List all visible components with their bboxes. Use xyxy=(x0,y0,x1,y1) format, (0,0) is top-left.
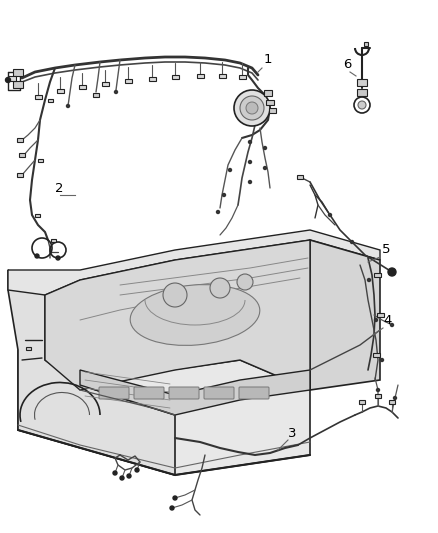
Bar xyxy=(172,75,179,79)
Text: 4: 4 xyxy=(383,314,392,327)
Bar xyxy=(35,95,42,99)
Polygon shape xyxy=(18,350,310,475)
Polygon shape xyxy=(80,370,310,415)
Bar xyxy=(50,238,56,241)
Bar xyxy=(375,394,381,398)
FancyBboxPatch shape xyxy=(239,387,269,399)
Bar xyxy=(13,80,23,87)
Bar xyxy=(297,175,303,179)
FancyBboxPatch shape xyxy=(134,387,164,399)
Circle shape xyxy=(135,468,139,472)
Circle shape xyxy=(120,476,124,480)
Text: 2: 2 xyxy=(55,182,64,195)
Circle shape xyxy=(381,359,384,361)
Circle shape xyxy=(358,101,366,109)
Bar xyxy=(124,79,131,83)
Circle shape xyxy=(6,77,11,83)
Circle shape xyxy=(67,104,70,108)
Text: 1: 1 xyxy=(264,53,272,66)
Bar xyxy=(389,400,395,404)
FancyBboxPatch shape xyxy=(99,387,129,399)
Circle shape xyxy=(388,268,396,276)
Circle shape xyxy=(173,496,177,500)
Bar xyxy=(219,74,226,78)
Bar xyxy=(35,214,39,216)
Circle shape xyxy=(113,471,117,475)
Bar xyxy=(38,158,42,161)
Circle shape xyxy=(237,274,253,290)
Polygon shape xyxy=(310,240,380,390)
Circle shape xyxy=(350,240,353,244)
Circle shape xyxy=(163,283,187,307)
Circle shape xyxy=(234,90,270,126)
Circle shape xyxy=(374,319,378,321)
Circle shape xyxy=(367,279,371,281)
Circle shape xyxy=(229,168,232,172)
Circle shape xyxy=(240,96,264,120)
Circle shape xyxy=(377,389,379,392)
Bar xyxy=(47,99,53,101)
Circle shape xyxy=(248,181,251,183)
Circle shape xyxy=(393,397,396,400)
Bar xyxy=(17,173,23,177)
Bar xyxy=(57,89,64,93)
Circle shape xyxy=(248,141,251,143)
Bar xyxy=(8,76,16,80)
Bar xyxy=(239,75,246,79)
Bar xyxy=(78,85,85,89)
Bar xyxy=(266,100,274,104)
Bar xyxy=(359,400,365,404)
Text: 3: 3 xyxy=(288,427,297,440)
Circle shape xyxy=(210,278,230,298)
Bar xyxy=(13,69,23,76)
Circle shape xyxy=(35,254,39,258)
Bar xyxy=(374,273,381,277)
Circle shape xyxy=(248,160,251,164)
Circle shape xyxy=(391,324,393,327)
FancyBboxPatch shape xyxy=(204,387,234,399)
Text: 6: 6 xyxy=(343,58,351,71)
Bar xyxy=(25,346,31,350)
Bar xyxy=(17,138,23,142)
Circle shape xyxy=(264,166,266,169)
Polygon shape xyxy=(8,230,380,295)
Bar xyxy=(268,108,276,112)
Circle shape xyxy=(223,193,226,197)
Polygon shape xyxy=(8,270,175,475)
Bar xyxy=(93,93,99,97)
Circle shape xyxy=(264,147,266,149)
Bar xyxy=(197,74,204,78)
FancyBboxPatch shape xyxy=(169,387,199,399)
Polygon shape xyxy=(45,240,310,390)
Bar xyxy=(364,42,368,46)
Bar xyxy=(357,88,367,95)
Bar xyxy=(264,90,272,96)
Circle shape xyxy=(170,506,174,510)
Circle shape xyxy=(216,211,219,214)
Circle shape xyxy=(246,102,258,114)
Bar xyxy=(357,78,367,85)
Circle shape xyxy=(114,91,117,93)
Text: 5: 5 xyxy=(382,243,391,256)
Bar xyxy=(102,82,109,86)
Circle shape xyxy=(328,214,332,216)
Bar xyxy=(148,77,155,81)
Bar xyxy=(377,313,384,317)
Bar xyxy=(19,153,25,157)
Circle shape xyxy=(127,474,131,478)
Circle shape xyxy=(56,256,60,260)
Bar xyxy=(372,353,379,357)
Ellipse shape xyxy=(130,285,260,345)
